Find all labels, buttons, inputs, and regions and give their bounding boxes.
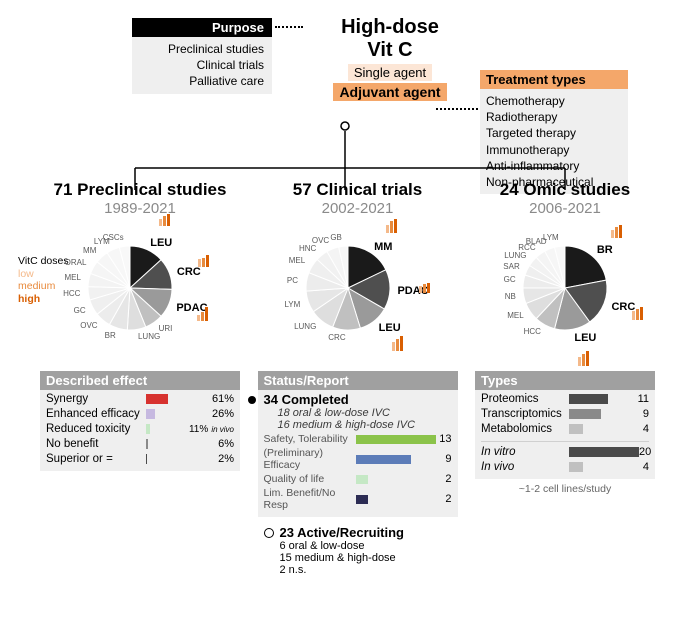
clinical-status-row: Safety, Tolerability 13 — [258, 433, 458, 445]
clinical-completed-title: 34 Completed — [264, 392, 452, 407]
dose-bars — [578, 351, 589, 366]
pie-label: CSCs — [84, 233, 124, 242]
dose-bars — [392, 336, 403, 350]
dose-bars — [198, 255, 209, 267]
pie-label: LUNG — [276, 322, 316, 331]
omic-years: 2006-2021 — [475, 200, 655, 217]
dose-bars — [159, 214, 170, 226]
clinical-title: 57 Clinical trials — [258, 180, 458, 200]
effect-row: Superior or = 2% — [40, 453, 240, 465]
clinical-years: 2002-2021 — [258, 200, 458, 217]
clinical-status-row: Quality of life 2 — [258, 473, 458, 485]
pie-label: OVC — [58, 321, 98, 330]
pie-label: HCC — [501, 327, 541, 336]
clinical-status-row: (Preliminary) Efficacy 9 — [258, 447, 458, 471]
dose-bars — [419, 283, 430, 294]
pie-label: MM — [56, 246, 96, 255]
omic-type-row: Transcriptomics 9 — [475, 408, 655, 420]
dose-bars — [197, 307, 208, 321]
dose-bars — [386, 219, 397, 233]
branch-clinical: 57 Clinical trials 2002-2021 MM PDAC LEU CR… — [258, 180, 458, 576]
clinical-active-block: 23 Active/Recruiting 6 oral & low-dose15… — [258, 525, 458, 576]
dose-bars — [611, 225, 622, 238]
pie-label: BR — [597, 244, 637, 256]
pie-label: CRC — [177, 266, 217, 278]
pie-label: MEL — [41, 273, 81, 282]
pie-label: LUNG — [486, 251, 526, 260]
omic-panel: Types Proteomics 11 Transcriptomics 9 Me… — [475, 371, 655, 479]
pie-label: LYM — [519, 233, 559, 242]
preclinical-years: 1989-2021 — [40, 200, 240, 217]
branches-row: 71 Preclinical studies 1989-2021 LEU CRC P… — [0, 180, 685, 586]
preclinical-pie: LEUCRCPDACURILUNGBROVCGCHCCMELORALMMLYMC… — [40, 223, 240, 363]
pie-label: LYM — [260, 300, 300, 309]
pie-label: PC — [258, 276, 298, 285]
clinical-panel: Status/Report 34 Completed 18 oral & low… — [258, 371, 458, 517]
branch-omic: 24 Omic studies 2006-2021 BRCRCLEUHCCMEL… — [475, 180, 655, 576]
pie-label: LUNG — [138, 332, 178, 341]
clinical-active-line: 15 medium & high-dose — [280, 552, 458, 564]
pie-label: ORAL — [46, 258, 86, 267]
clinical-completed-line: 16 medium & high-dose IVC — [264, 419, 452, 431]
omic-type-row: In vitro 20 — [475, 446, 655, 458]
clinical-active-line: 6 oral & low-dose — [280, 540, 458, 552]
clinical-completed-line: 18 oral & low-dose IVC — [264, 407, 452, 419]
omic-note: ~1-2 cell lines/study — [475, 483, 655, 495]
pie-label: GC — [476, 275, 516, 284]
branch-preclinical: 71 Preclinical studies 1989-2021 LEUCRCP… — [40, 180, 240, 576]
effect-row: Synergy 61% — [40, 393, 240, 405]
clinical-pie: MMPDACLEUCRCLUNGLYMPCMELHNCOVCGB — [258, 223, 458, 363]
clinical-status-row: Lim. Benefit/No Resp 2 — [258, 487, 458, 511]
pie-label: GC — [46, 306, 86, 315]
omic-panel-header: Types — [475, 371, 655, 390]
pie-label: PDAC — [397, 285, 437, 297]
omic-type-row: In vivo 4 — [475, 461, 655, 473]
clinical-panel-header: Status/Report — [258, 371, 458, 390]
omic-title: 24 Omic studies — [475, 180, 655, 200]
omic-type-row: Proteomics 11 — [475, 393, 655, 405]
omic-separator — [481, 441, 649, 442]
omic-type-row: Metabolomics 4 — [475, 423, 655, 435]
tree-connector — [0, 0, 685, 190]
pie-label: LEU — [150, 237, 190, 249]
pie-label: MEL — [484, 311, 524, 320]
pie-label: HCC — [40, 289, 80, 298]
preclinical-panel: Described effect Synergy 61% Enhanced ef… — [40, 371, 240, 471]
pie-label: LEU — [574, 332, 614, 344]
pie-label: LEU — [379, 322, 419, 334]
pie-label: GB — [302, 233, 342, 242]
pie-label: MEL — [265, 256, 305, 265]
effect-row: Enhanced efficacy 26% — [40, 408, 240, 420]
clinical-active-line: 2 n.s. — [280, 564, 458, 576]
pie-label: BR — [76, 331, 116, 340]
pie-label: MM — [374, 241, 414, 253]
effect-row: Reduced toxicity 11% in vivo — [40, 423, 240, 435]
omic-pie: BRCRCLEUHCCMELNBGCSARLUNGRCCBLADLYM — [475, 223, 655, 363]
top-section: Purpose Preclinical studiesClinical tria… — [0, 0, 685, 180]
clinical-active-title: 23 Active/Recruiting — [280, 525, 458, 540]
pie-label: CRC — [306, 333, 346, 342]
pie-label: NB — [476, 292, 516, 301]
effect-row: No benefit 6% — [40, 438, 240, 450]
preclinical-panel-header: Described effect — [40, 371, 240, 390]
pie-label: SAR — [480, 262, 520, 271]
preclinical-title: 71 Preclinical studies — [40, 180, 240, 200]
dose-bars — [632, 307, 643, 320]
